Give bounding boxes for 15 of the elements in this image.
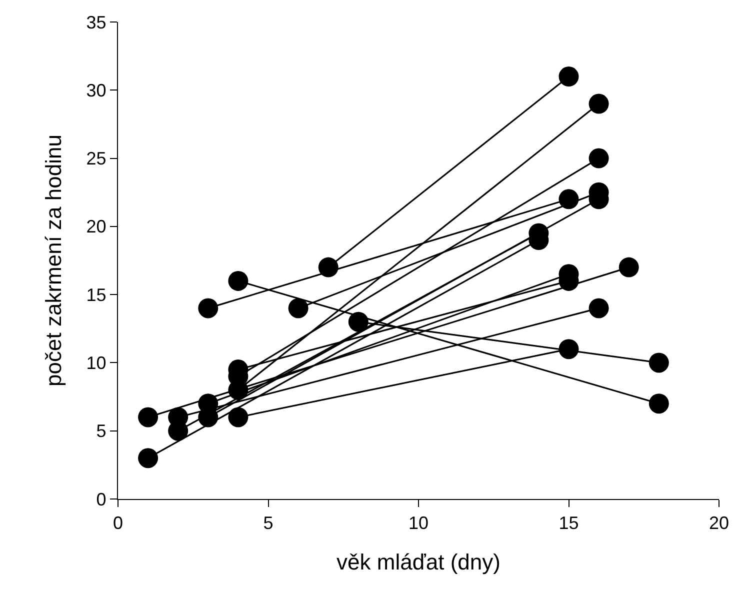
- x-tick-label: 0: [112, 512, 124, 533]
- y-tick-label: 25: [86, 148, 106, 169]
- y-axis-title: počet zakrmení za hodinu: [41, 134, 66, 386]
- y-tick-label: 30: [86, 80, 106, 100]
- x-axis-title: věk mláďat (dny): [336, 550, 500, 575]
- x-tick-label: 15: [558, 512, 579, 533]
- x-tick-label: 10: [408, 512, 429, 533]
- y-tick-label: 5: [96, 421, 106, 442]
- x-tick-label: 20: [708, 512, 730, 533]
- y-tick-label: 35: [86, 12, 106, 32]
- y-tick-label: 15: [86, 284, 106, 305]
- y-tick-label: 0: [96, 489, 106, 510]
- y-tick-label: 10: [86, 353, 106, 374]
- y-tick-label: 20: [86, 216, 106, 237]
- x-tick-label: 5: [263, 512, 274, 533]
